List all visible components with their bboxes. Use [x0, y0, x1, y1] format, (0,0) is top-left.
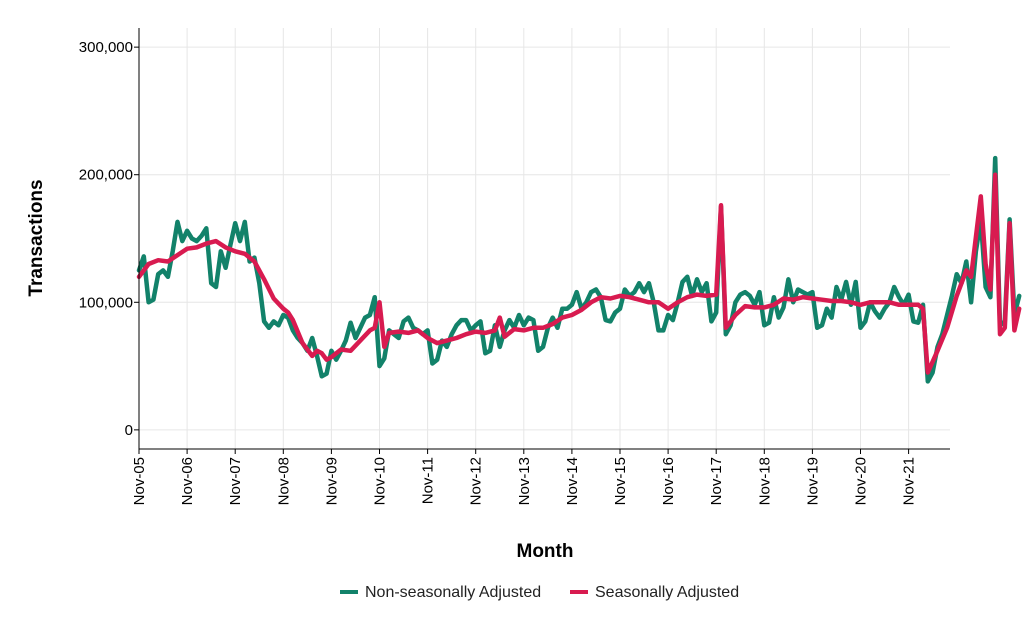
- x-tick-label: Nov-11: [420, 457, 437, 504]
- y-tick-label: 300,000: [79, 39, 133, 56]
- series-line-non-seasonally-adjusted: [136, 155, 1022, 384]
- x-tick-label: Nov-05: [131, 457, 148, 505]
- x-tick-label: Nov-14: [564, 457, 581, 505]
- x-tick-label: Nov-16: [660, 457, 677, 505]
- legend-label-non-seasonally-adjusted: Non-seasonally Adjusted: [365, 584, 541, 601]
- x-tick-label: Nov-18: [756, 457, 773, 505]
- x-tick-label: Nov-15: [612, 457, 629, 505]
- legend: Non-seasonally Adjusted Seasonally Adjus…: [340, 584, 739, 601]
- y-ticks: 0 100,000 200,000 300,000: [79, 39, 139, 439]
- x-tick-label: Nov-12: [468, 457, 485, 505]
- y-axis-title: Transactions: [26, 179, 47, 296]
- x-tick-label: Nov-19: [804, 457, 821, 505]
- y-tick-label: 0: [125, 422, 133, 439]
- x-tick-label: Nov-13: [516, 457, 533, 505]
- axes: [138, 28, 950, 450]
- x-tick-label: Nov-20: [853, 457, 870, 505]
- y-tick-label: 100,000: [79, 294, 133, 311]
- x-tick-label: Nov-07: [227, 457, 244, 505]
- legend-label-seasonally-adjusted: Seasonally Adjusted: [595, 584, 739, 601]
- series-line-seasonally-adjusted: [136, 172, 1022, 375]
- x-ticks: Nov-05 Nov-06 Nov-07 Nov-08 Nov-09 Nov-10 Nov-…: [131, 449, 918, 505]
- x-tick-label: Nov-06: [179, 457, 196, 505]
- x-tick-label: Nov-21: [901, 457, 918, 505]
- x-tick-label: Nov-10: [372, 457, 389, 505]
- series-lines: [136, 155, 1022, 384]
- x-axis-title: Month: [517, 541, 574, 562]
- grid: [138, 28, 950, 449]
- x-tick-label: Nov-08: [275, 457, 292, 505]
- x-tick-label: Nov-17: [708, 457, 725, 505]
- x-tick-label: Nov-09: [323, 457, 340, 505]
- y-tick-label: 200,000: [79, 167, 133, 184]
